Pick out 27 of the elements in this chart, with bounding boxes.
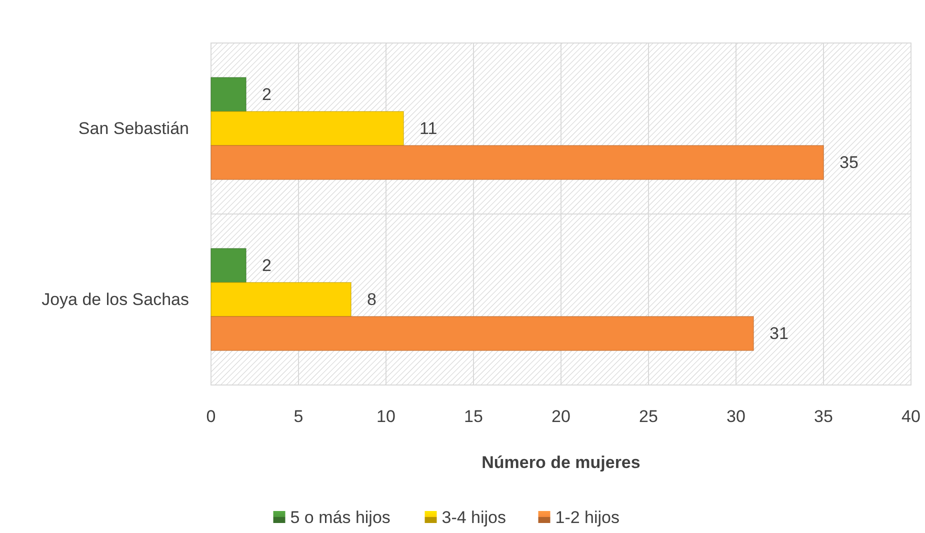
data-label: 2 [262,85,272,104]
bar [210,77,246,112]
data-label: 8 [367,290,376,309]
x-tick-label: 15 [464,407,483,426]
bar [210,316,754,351]
bar [210,248,246,283]
legend-label: 5 o más hijos [290,508,390,527]
x-tick-label: 0 [206,407,216,426]
x-tick-label: 40 [902,407,920,426]
data-label: 2 [262,256,272,275]
y-tick-label: Joya de los Sachas [42,290,189,309]
data-label: 31 [770,324,788,343]
x-tick-label: 20 [552,407,570,426]
x-tick-label: 5 [294,407,304,426]
x-tick-label: 30 [726,407,746,426]
y-tick-label: San Sebastián [78,119,189,138]
legend-label: 3-4 hijos [442,508,506,527]
data-label: 11 [420,119,438,138]
bar [210,111,404,146]
x-tick-label: 10 [376,407,396,426]
data-label: 35 [840,153,858,172]
x-axis-title: Número de mujeres [482,453,640,472]
bar [210,282,352,317]
x-tick-label: 35 [814,407,833,426]
x-tick-label: 25 [639,407,658,426]
legend-label: 1-2 hijos [555,508,620,527]
bar [210,145,824,180]
